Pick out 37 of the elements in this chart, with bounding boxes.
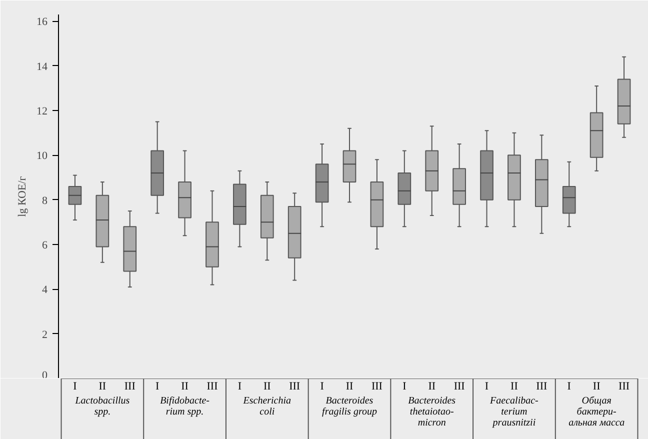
text: Escherichia coli [242, 396, 292, 418]
x-tick-label: I [238, 380, 242, 392]
x-tick-label: III [454, 380, 466, 392]
y-tick-label: 10 [36, 150, 48, 162]
x-tick-label: II [428, 380, 436, 392]
y-tick-label: 16 [36, 16, 48, 28]
y-tick-label: 14 [36, 60, 48, 73]
x-tick-label: III [618, 380, 630, 392]
x-tick-label: I [484, 380, 489, 392]
x-tick-label: II [346, 380, 354, 392]
text: Bifidobacte- rium spp. [160, 396, 210, 418]
x-tick-label: II [592, 380, 601, 392]
x-tick-label: I [567, 380, 572, 392]
x-tick-label: I [402, 380, 407, 392]
text: Lactobacillus spp. [74, 396, 130, 418]
x-tick-label: III [206, 380, 218, 392]
text: Bacteroides fragilis group [322, 396, 377, 418]
x-tick-label: II [510, 380, 518, 392]
y-tick-label: 6 [42, 240, 48, 252]
x-tick-label: II [263, 380, 272, 392]
x-tick-label: I [320, 380, 324, 392]
x-tick-label: II [181, 380, 189, 392]
x-tick-label: III [371, 380, 383, 392]
x-tick-label: III [536, 380, 548, 392]
x-tick-label: III [289, 380, 300, 392]
text: Faecalibac- terium prausnitzii [489, 396, 538, 429]
text: Общая бактери- альная масса [568, 396, 625, 429]
y-axis-title: lg КОЕ/г [16, 176, 28, 217]
y-tick-label: 12 [36, 106, 48, 118]
x-tick-label: II [98, 380, 106, 392]
y-tick-label: 4 [42, 284, 48, 296]
y-tick-label: 2 [42, 328, 48, 341]
y-tick-label: 8 [42, 194, 48, 207]
text: Bacteroides thetaiotao- micron [408, 396, 456, 429]
x-tick-label: I [73, 380, 78, 392]
x-tick-label: I [156, 380, 160, 392]
x-tick-label: III [124, 380, 136, 392]
